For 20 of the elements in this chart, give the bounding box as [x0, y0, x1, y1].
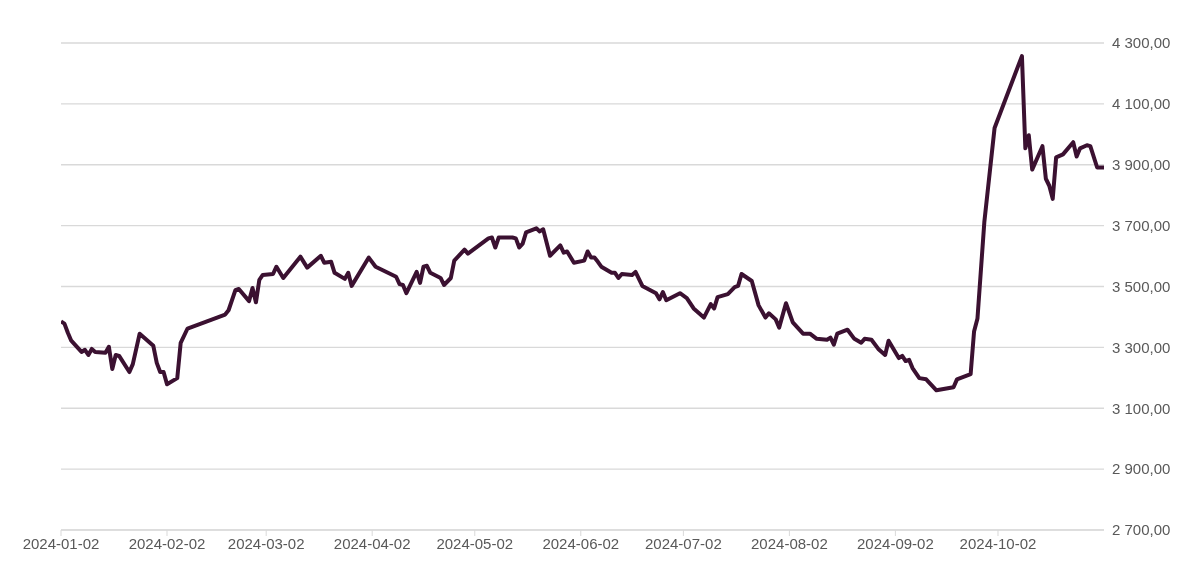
y-tick-label: 3 300,00 — [1112, 338, 1171, 356]
x-tick-label: 2024-04-02 — [333, 534, 411, 552]
y-tick-label: 4 300,00 — [1112, 34, 1171, 52]
y-tick-label: 3 500,00 — [1112, 277, 1171, 295]
x-tick-label: 2024-08-02 — [751, 534, 828, 552]
y-tick-label: 3 900,00 — [1112, 156, 1171, 174]
x-tick-label: 2024-09-02 — [857, 534, 934, 552]
y-tick-label: 2 900,00 — [1112, 460, 1171, 478]
x-tick-label: 2024-10-02 — [959, 534, 1037, 552]
y-tick-label: 3 700,00 — [1112, 216, 1171, 234]
x-tick-label: 2024-01-02 — [22, 534, 100, 552]
y-tick-label: 2 700,00 — [1112, 521, 1171, 539]
x-tick-label: 2024-05-02 — [436, 534, 514, 552]
x-tick-label: 2024-03-02 — [227, 534, 305, 552]
x-tick-label: 2024-02-02 — [128, 534, 206, 552]
x-tick-label: 2024-07-02 — [645, 534, 722, 552]
line-series — [61, 54, 1104, 393]
x-tick-label: 2024-06-02 — [542, 534, 620, 552]
y-tick-label: 4 100,00 — [1112, 95, 1171, 113]
y-tick-label: 3 100,00 — [1112, 399, 1171, 417]
